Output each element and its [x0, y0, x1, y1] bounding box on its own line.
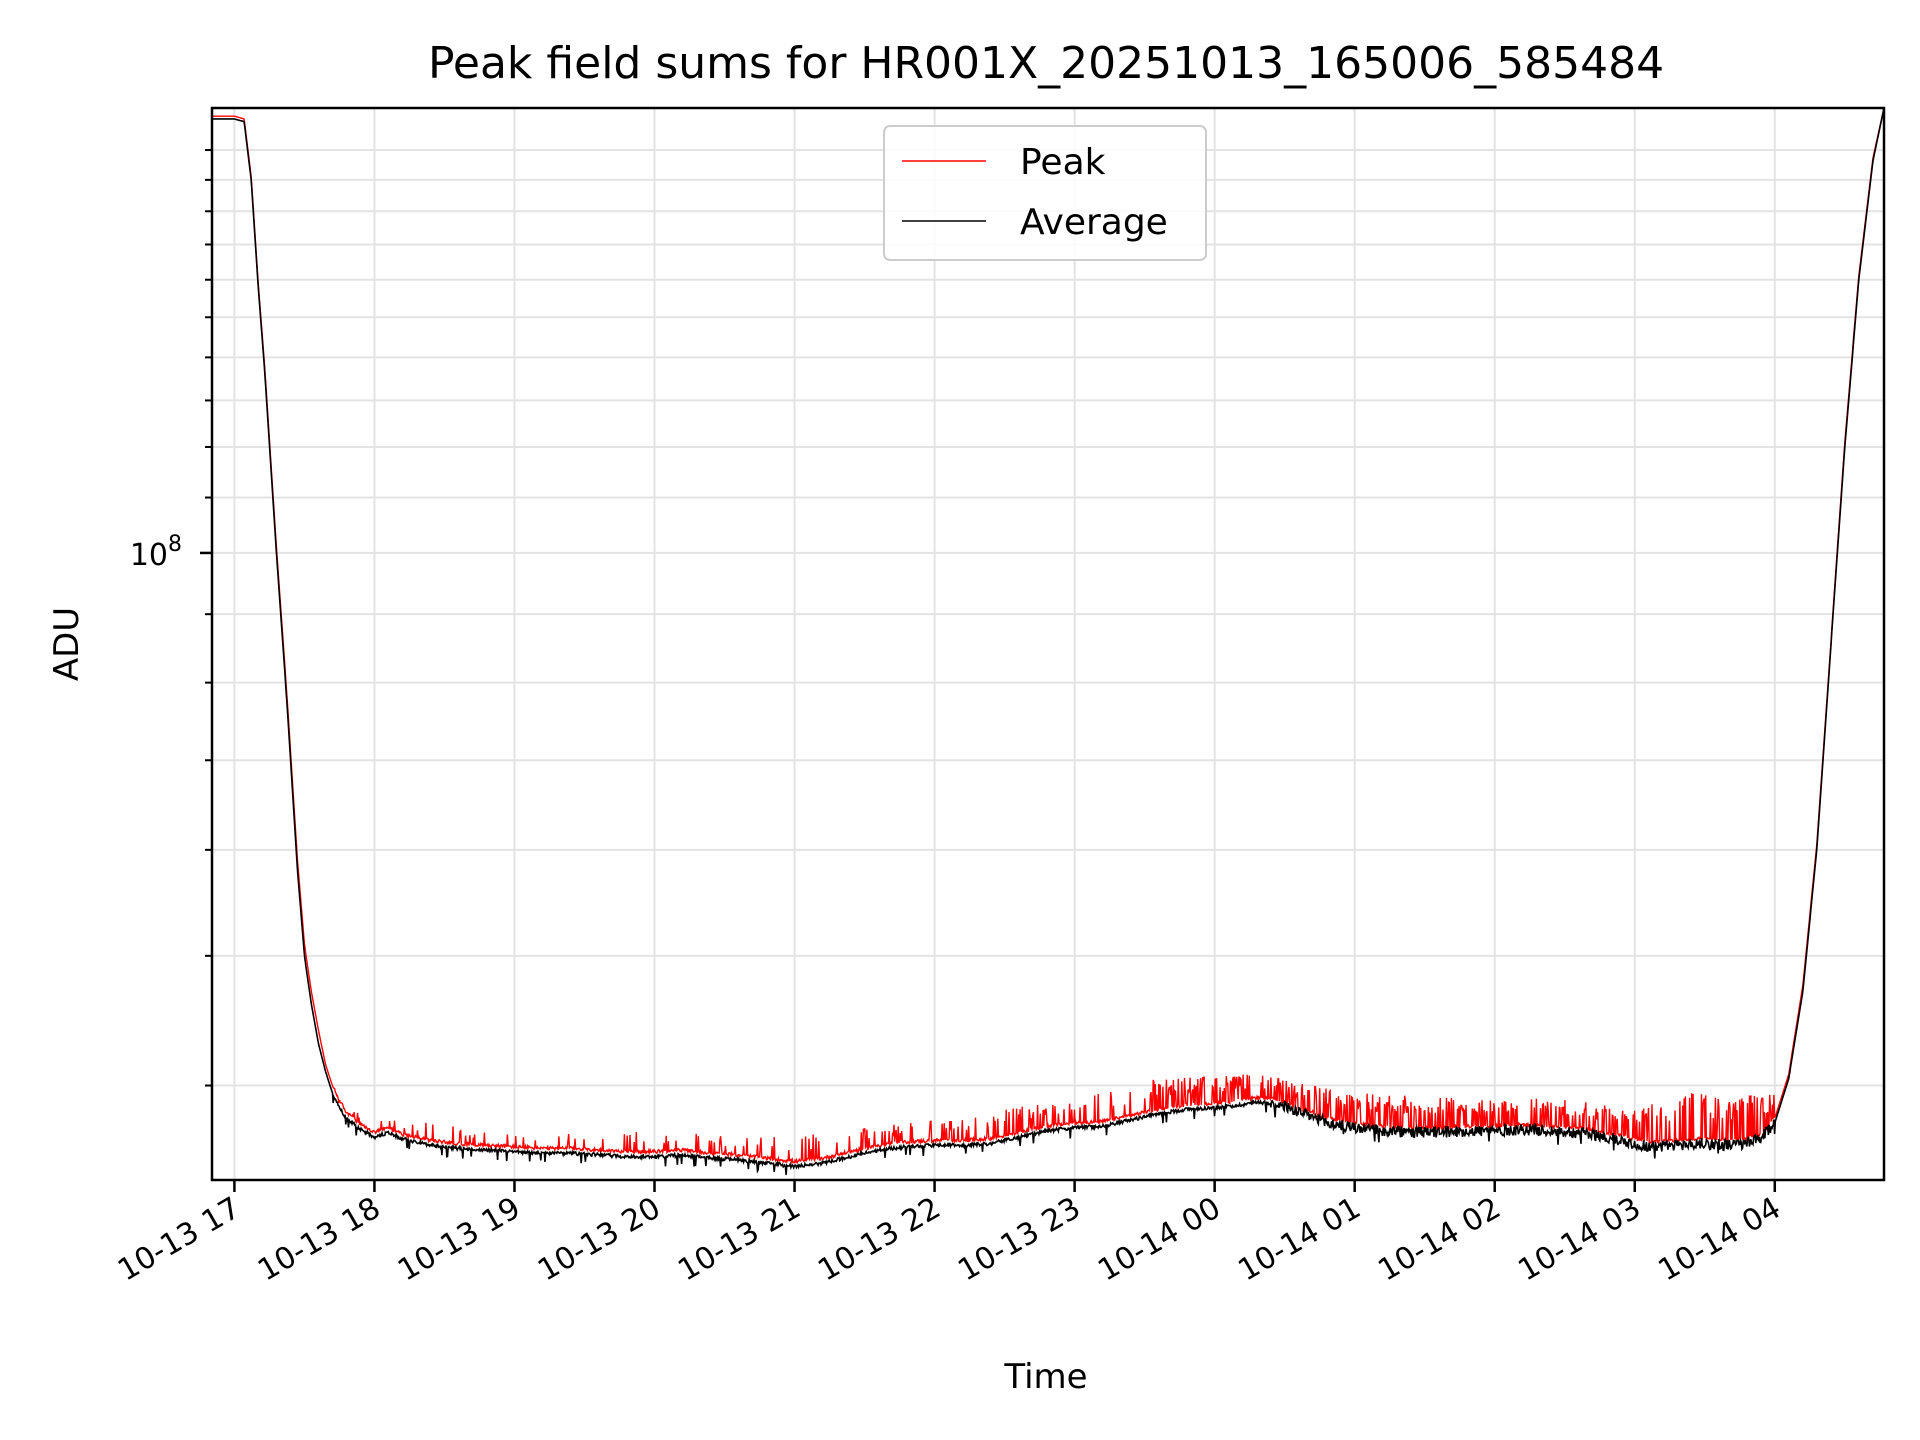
x-tick-label: 10-13 19	[392, 1191, 526, 1289]
y-tick-label: 108	[130, 532, 182, 573]
y-axis: 108	[130, 149, 212, 1087]
x-tick-label: 10-13 23	[952, 1191, 1086, 1289]
grid	[212, 108, 1884, 1180]
x-tick-label: 10-14 01	[1232, 1191, 1366, 1289]
series-line-peak	[212, 108, 1884, 1165]
x-tick-label: 10-14 00	[1092, 1191, 1226, 1289]
x-axis-label: Time	[1003, 1357, 1087, 1397]
chart-title: Peak field sums for HR001X_20251013_1650…	[428, 38, 1664, 89]
legend-label-average: Average	[1020, 202, 1168, 243]
plot-area	[212, 108, 1884, 1175]
x-tick-label: 10-14 04	[1652, 1191, 1786, 1289]
series-line-average	[212, 108, 1884, 1175]
legend-box	[883, 125, 1207, 261]
x-tick-label: 10-13 17	[112, 1191, 246, 1289]
legend-label-peak: Peak	[1020, 142, 1106, 183]
x-tick-label: 10-13 20	[532, 1191, 666, 1289]
y-axis-label: ADU	[47, 607, 87, 681]
plot-frame	[210, 106, 1886, 1182]
x-tick-label: 10-13 22	[812, 1191, 946, 1289]
x-tick-label: 10-13 18	[252, 1191, 386, 1289]
x-tick-label: 10-14 03	[1512, 1191, 1646, 1289]
x-axis: 10-13 17 10-13 18 10-13 19 10-13 20 10-13 21…	[112, 1180, 1787, 1288]
x-tick-label: 10-14 02	[1372, 1191, 1506, 1289]
legend: Peak Average	[883, 125, 1207, 261]
x-tick-label: 10-13 21	[672, 1191, 806, 1289]
